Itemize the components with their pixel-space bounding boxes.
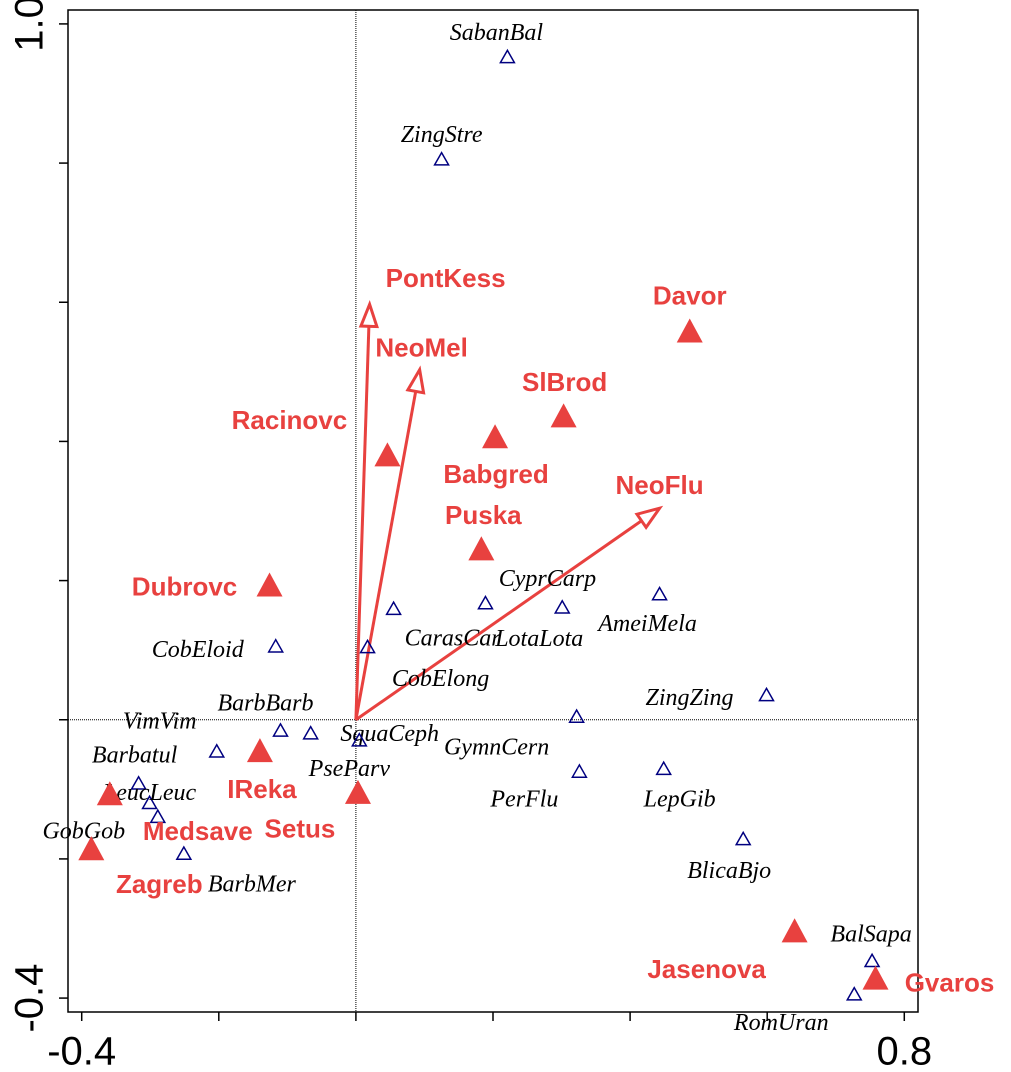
species-point	[149, 808, 167, 824]
site-point	[862, 965, 889, 990]
arrow-head	[634, 505, 664, 530]
species-label: GobGob	[42, 819, 125, 845]
x-tick-label: -0.4	[47, 1030, 116, 1072]
species-point	[433, 151, 450, 166]
species-label: AmeiMela	[596, 611, 697, 637]
site-point	[468, 536, 495, 561]
species-label: BlicaBjo	[687, 858, 771, 884]
species-point	[359, 638, 376, 654]
site-point	[550, 403, 577, 428]
site-label: Zagreb	[116, 869, 203, 899]
site-point	[344, 779, 371, 804]
species-label: Barbatul	[92, 742, 178, 768]
species-label: CobEloid	[152, 637, 245, 663]
species-label: CarasCar	[405, 626, 502, 652]
site-point	[246, 738, 273, 763]
species-point	[571, 763, 588, 778]
site-label: Jasenova	[647, 954, 766, 984]
species-label: VimVim	[123, 708, 197, 734]
x-tick-label: 0.8	[876, 1030, 932, 1072]
site-label: Gvaros	[905, 967, 995, 997]
arrow-label: PontKess	[386, 263, 506, 293]
species-point	[175, 845, 193, 861]
species-label: BalSapa	[830, 922, 911, 948]
site-label: Setus	[265, 814, 336, 844]
site-point	[676, 318, 703, 343]
arrow-head	[405, 365, 426, 395]
arrow-label: NeoMel	[375, 333, 467, 363]
species-label: PseParv	[308, 756, 391, 782]
arrow-shaft	[355, 519, 643, 721]
species-point	[208, 743, 226, 758]
species-label: ZingZing	[645, 685, 733, 711]
site-label: IReka	[227, 774, 297, 804]
arrow-label: NeoFlu	[616, 470, 704, 500]
site-label: Racinovc	[232, 405, 348, 435]
species-label: GymnCern	[444, 734, 549, 760]
species-label: PerFlu	[489, 786, 558, 812]
species-point	[655, 760, 672, 776]
species-point	[385, 600, 402, 616]
site-point	[482, 424, 509, 449]
species-point	[734, 830, 752, 846]
species-label: RomUran	[733, 1010, 829, 1036]
species-point	[272, 722, 289, 737]
species-label: SquaCeph	[340, 721, 439, 747]
arrow-shaft	[354, 391, 418, 721]
site-point	[256, 572, 283, 597]
species-point	[351, 732, 368, 747]
y-tick-label: -0.4	[8, 964, 52, 1033]
species-label: BarbMer	[208, 872, 297, 898]
species-point	[130, 775, 147, 790]
arrow-head	[358, 299, 379, 329]
y-tick-label: 1.0	[8, 0, 52, 52]
site-label: Puska	[445, 500, 522, 530]
site-point	[78, 836, 105, 861]
site-label: Medsave	[143, 816, 253, 846]
site-point	[781, 918, 808, 943]
site-label: Davor	[653, 280, 727, 310]
site-point	[96, 781, 123, 806]
species-point	[651, 585, 668, 601]
species-point	[267, 638, 284, 653]
species-label: SabanBal	[450, 20, 544, 46]
site-point	[374, 442, 401, 467]
species-point	[477, 595, 494, 610]
species-label: CobElong	[392, 666, 489, 692]
species-label: LotaLota	[494, 626, 583, 652]
species-point	[553, 599, 571, 614]
species-point	[568, 708, 585, 723]
species-label: BarbBarb	[218, 690, 314, 716]
site-label: Dubrovc	[132, 571, 237, 601]
arrow-shaft	[354, 326, 371, 720]
species-point	[302, 725, 319, 740]
site-label: Babgred	[443, 459, 548, 489]
species-point	[863, 952, 881, 968]
site-label: SlBrod	[522, 367, 607, 397]
species-point	[758, 686, 775, 702]
species-label: LepGib	[643, 787, 716, 813]
species-label: ZingStre	[401, 122, 483, 148]
species-point	[499, 48, 516, 64]
species-label: CyprCarp	[499, 566, 596, 592]
species-point	[141, 794, 158, 810]
species-point	[845, 986, 863, 1001]
